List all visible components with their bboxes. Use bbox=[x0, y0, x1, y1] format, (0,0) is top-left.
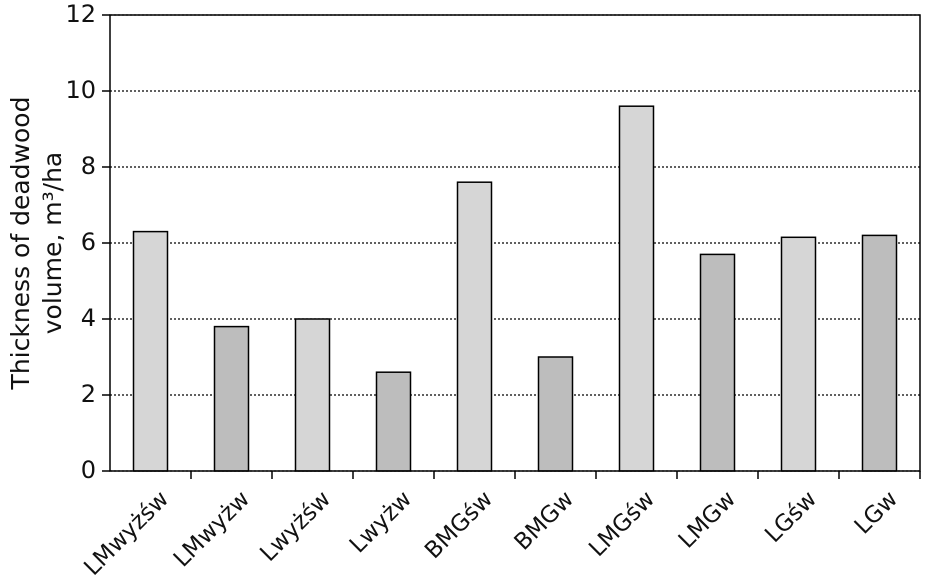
x-tick-label: LMGśw bbox=[584, 486, 660, 562]
bar bbox=[294, 318, 331, 472]
y-tick-label: 10 bbox=[65, 76, 96, 104]
bar bbox=[699, 253, 736, 472]
y-tick-label: 6 bbox=[81, 228, 96, 256]
y-axis-label: Thickness of deadwood bbox=[6, 97, 35, 391]
x-tick-label: Lwyżw bbox=[345, 486, 417, 558]
x-tick-label: LMGw bbox=[674, 486, 741, 553]
bar bbox=[537, 356, 574, 472]
bar bbox=[780, 236, 817, 472]
plot-frame bbox=[109, 14, 921, 472]
y-tick-label: 2 bbox=[81, 380, 96, 408]
y-tick-label: 0 bbox=[81, 456, 96, 484]
y-axis-label: volume, m³/ha bbox=[38, 152, 67, 334]
bar bbox=[213, 325, 250, 472]
y-tick-label: 8 bbox=[81, 152, 96, 180]
y-tick-label: 12 bbox=[65, 0, 96, 28]
bar bbox=[456, 181, 493, 472]
x-tick-label: LGśw bbox=[760, 486, 822, 548]
x-tick-label: LMwyżw bbox=[169, 486, 255, 572]
bar bbox=[132, 230, 169, 472]
bar bbox=[618, 105, 655, 472]
bar bbox=[861, 234, 898, 472]
x-tick-label: LGw bbox=[850, 486, 903, 539]
x-tick-label: BMGw bbox=[510, 486, 579, 555]
x-tick-label: LMwyżśw bbox=[79, 486, 174, 576]
y-tick-label: 4 bbox=[81, 304, 96, 332]
bar bbox=[375, 371, 412, 472]
x-tick-label: Lwyżśw bbox=[255, 486, 336, 567]
x-tick-label: BMGśw bbox=[420, 486, 498, 564]
